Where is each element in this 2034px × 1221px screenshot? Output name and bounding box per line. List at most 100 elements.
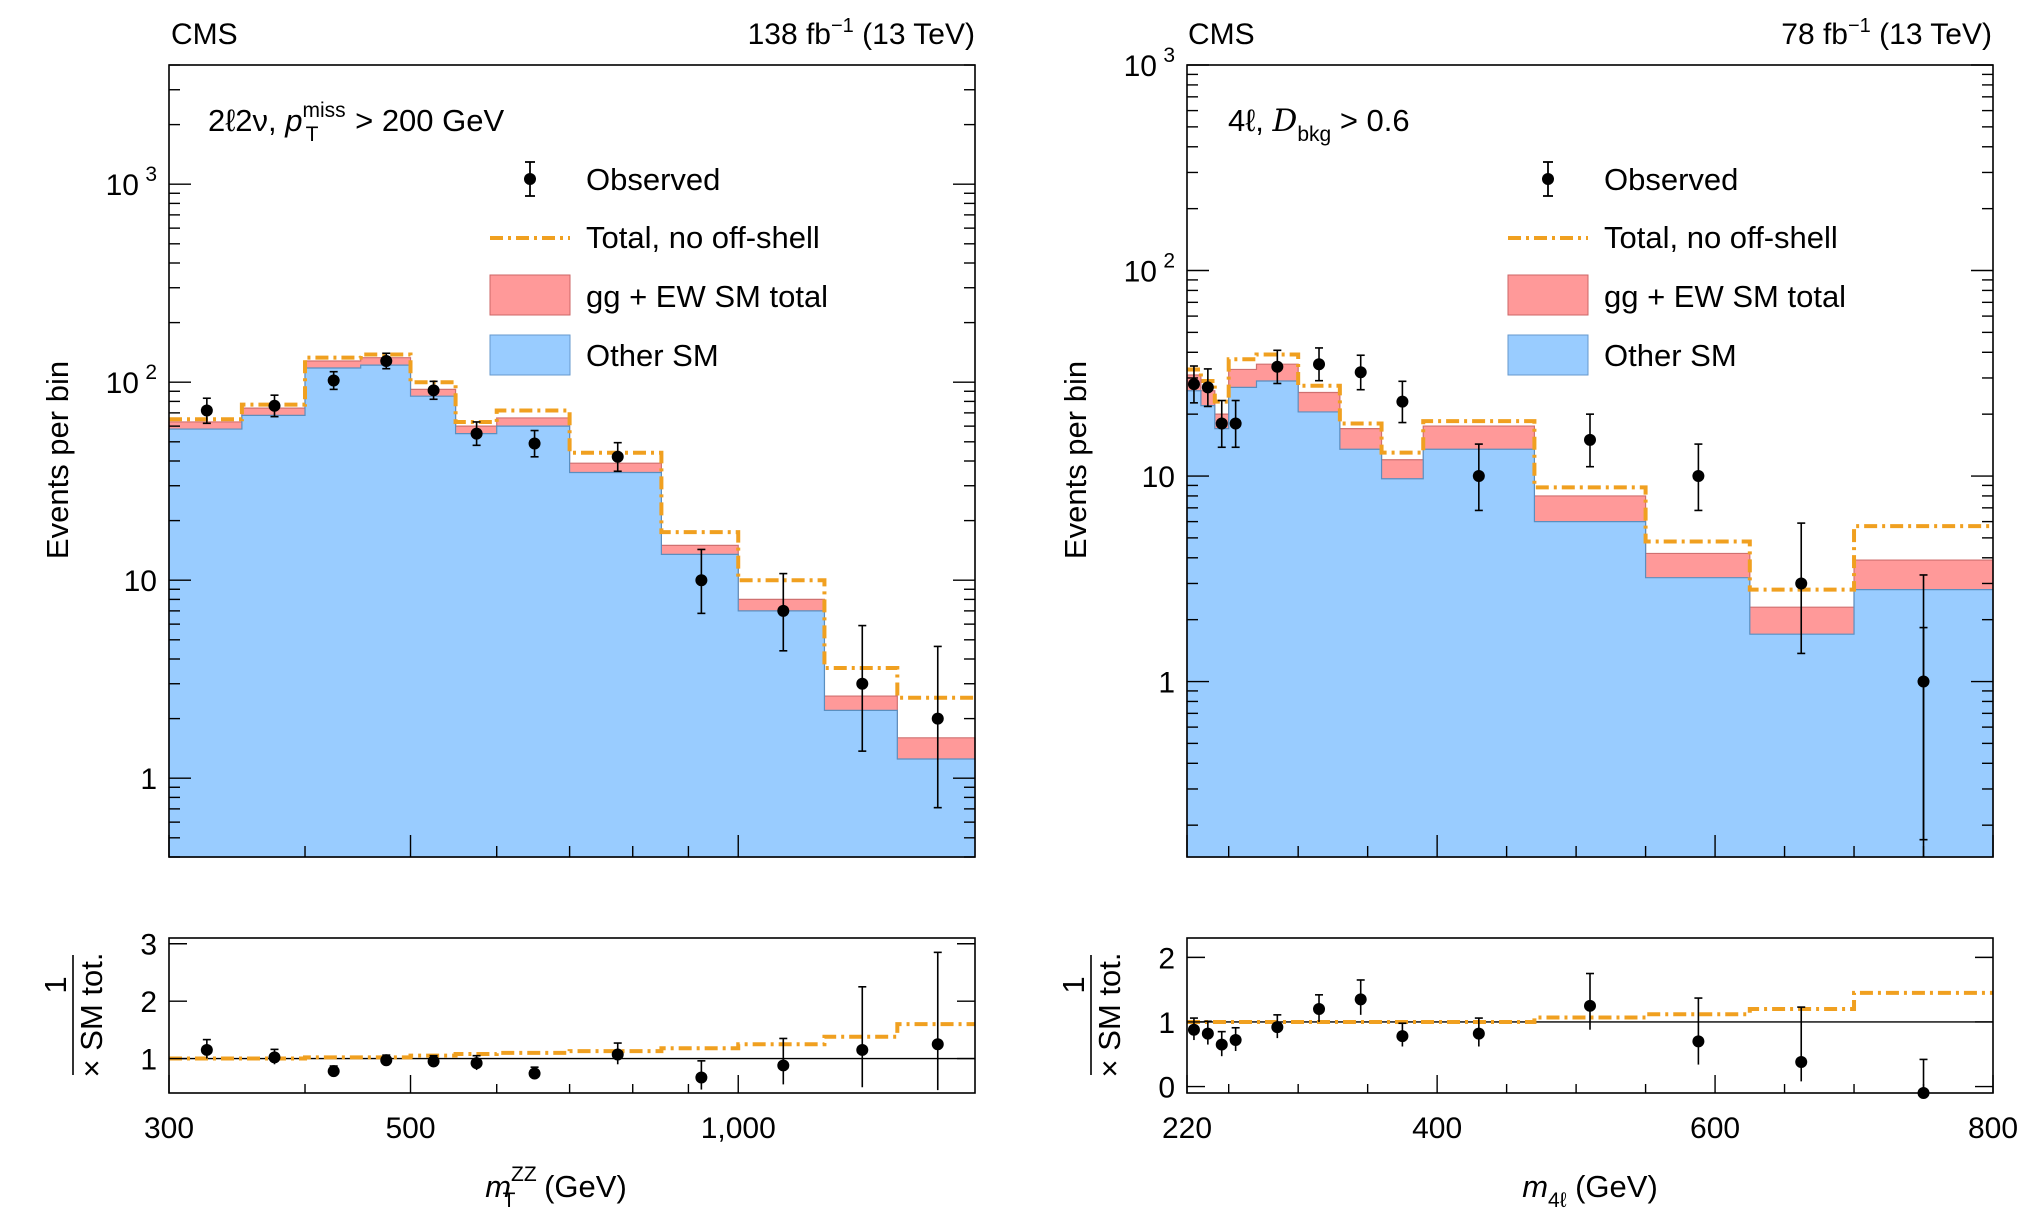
left-ratio-point (470, 1057, 483, 1070)
right-ratio-point (1472, 1027, 1485, 1040)
left-category-label: 2ℓ2ν, pmiss T > 200 GeV (208, 99, 505, 146)
right-ratio-y-tick-labels: 0 1 2 (1158, 942, 1175, 1104)
right-lumi-label: 78 fb−1 (13 TeV) (1781, 15, 1992, 51)
right-ratio-point (1313, 1003, 1326, 1016)
right-observed-point (1354, 366, 1367, 379)
left-y-tick-label: 10 (124, 565, 157, 598)
right-observed-point (1215, 417, 1228, 430)
left-x-tick-labels: 300 500 1,000 (144, 1112, 776, 1145)
left-ratio-point (268, 1051, 281, 1064)
left-observed-point (268, 399, 281, 412)
right-ratio-point (1692, 1035, 1705, 1048)
legend-observed-label: Observed (1604, 162, 1738, 197)
legend-observed-marker (1542, 161, 1554, 197)
left-ratio-point (611, 1048, 624, 1061)
right-x-axis-label: m4ℓ (GeV) (1522, 1169, 1658, 1212)
left-observed-point (327, 374, 340, 387)
right-observed-point (1271, 360, 1284, 373)
right-y-tick-label: 10 (1124, 256, 1157, 289)
right-ratio-point (1354, 993, 1367, 1006)
legend-gg-ew-label: gg + EW SM total (586, 279, 828, 314)
right-panel: CMS 78 fb−1 (13 TeV) 4ℓ, Dbkg > 0.6 Obse… (1056, 15, 2018, 1212)
legend-observed-marker (524, 161, 536, 197)
right-ratio-y-axis-top-label: 1 (1056, 976, 1091, 993)
left-ratio-y-tick-label: 1 (140, 1044, 157, 1077)
left-ratio-point (327, 1065, 340, 1078)
left-ratio-point (777, 1059, 790, 1072)
left-ratio-point (528, 1067, 541, 1080)
left-x-tick-label: 500 (385, 1112, 435, 1145)
right-ratio-plot (1186, 956, 1994, 1099)
left-observed-point (777, 604, 790, 617)
right-observed-point (1795, 577, 1808, 590)
left-main-plot (168, 64, 976, 858)
right-observed-point (1313, 358, 1326, 371)
right-observed-point (1396, 395, 1409, 408)
right-main-plot (1186, 64, 1994, 858)
left-ratio-point (695, 1071, 708, 1084)
legend-other-sm-swatch (1507, 334, 1589, 376)
right-ratio-y-tick-label: 1 (1158, 1007, 1175, 1040)
left-x-tick-label: 300 (144, 1112, 194, 1145)
left-ratio-y-tick-label: 3 (140, 929, 157, 962)
right-ratio-point (1271, 1021, 1284, 1034)
left-ratio-plot (168, 943, 975, 1093)
legend-other-sm-label: Other SM (1604, 338, 1737, 373)
left-x-axis-label: mZZ T (GeV) (485, 1163, 627, 1212)
left-ratio-point (200, 1043, 213, 1056)
right-y-tick-label: 10 (1142, 461, 1175, 494)
left-observed-point (528, 437, 541, 450)
right-ratio-point (1201, 1027, 1214, 1040)
left-ratio-y-tick-label: 2 (140, 986, 157, 1019)
right-y-tick-labels: 1 10 10 2 10 3 (1124, 44, 1175, 700)
right-legend: Observed Total, no off-shell gg + EW SM … (1507, 161, 1846, 376)
left-other-sm-area (168, 364, 976, 858)
right-ratio-y-axis-label: × SM tot. (1092, 953, 1127, 1078)
right-main-frame (1186, 64, 1994, 858)
left-y-tick-labels: 1 10 10 2 10 3 (106, 163, 157, 796)
left-ratio-y-axis-label: × SM tot. (74, 953, 109, 1078)
right-ratio-point (1215, 1038, 1228, 1051)
left-observed-point (427, 384, 440, 397)
left-no-offshell-line (169, 352, 975, 700)
left-y-axis-label: Events per bin (40, 361, 75, 559)
right-observed-point (1229, 417, 1242, 430)
left-ratio-y-tick-labels: 1 2 3 (140, 929, 157, 1077)
left-ratio-no-offshell-line (169, 1022, 975, 1061)
left-observed-point (380, 354, 393, 367)
right-x-tick-label: 800 (1968, 1112, 2018, 1145)
right-y-tick-exponent: 2 (1163, 250, 1175, 273)
legend-gg-ew-swatch (489, 274, 571, 316)
left-legend: Observed Total, no off-shell gg + EW SM … (489, 161, 828, 376)
right-observed-point (1187, 378, 1200, 391)
left-ratio-point (427, 1055, 440, 1068)
legend-gg-ew-label: gg + EW SM total (1604, 279, 1846, 314)
left-observed-point (695, 574, 708, 587)
legend-other-sm-swatch (489, 334, 571, 376)
legend-observed-label: Observed (586, 162, 720, 197)
left-x-tick-label: 1,000 (701, 1112, 776, 1145)
left-panel: CMS 138 fb−1 (13 TeV) 2ℓ2ν, pmiss T > 200… (38, 15, 976, 1212)
right-ratio-frame (1186, 937, 1994, 1094)
right-observed-point (1201, 381, 1214, 394)
left-ratio-point (380, 1054, 393, 1067)
right-observed-point (1692, 470, 1705, 483)
left-observed-point (200, 404, 213, 417)
left-main-frame (168, 64, 976, 858)
right-y-axis-label: Events per bin (1058, 361, 1093, 559)
right-x-tick-labels: 220 400 600 800 (1162, 1112, 2018, 1145)
right-ratio-point (1396, 1030, 1409, 1043)
left-observed-point (856, 677, 869, 690)
right-x-tick-label: 220 (1162, 1112, 1212, 1145)
right-y-tick-label: 10 (1124, 50, 1157, 83)
legend-other-sm-label: Other SM (586, 338, 719, 373)
right-ratio-point (1584, 999, 1596, 1012)
left-ratio-point (931, 1038, 944, 1051)
right-ratio-y-tick-label: 2 (1158, 942, 1175, 975)
right-y-tick-label: 1 (1158, 667, 1175, 700)
right-ratio-point (1187, 1023, 1200, 1036)
left-y-tick-label: 1 (140, 763, 157, 796)
left-y-tick-label: 10 (106, 169, 139, 202)
legend-no-offshell-label: Total, no off-shell (586, 220, 820, 255)
